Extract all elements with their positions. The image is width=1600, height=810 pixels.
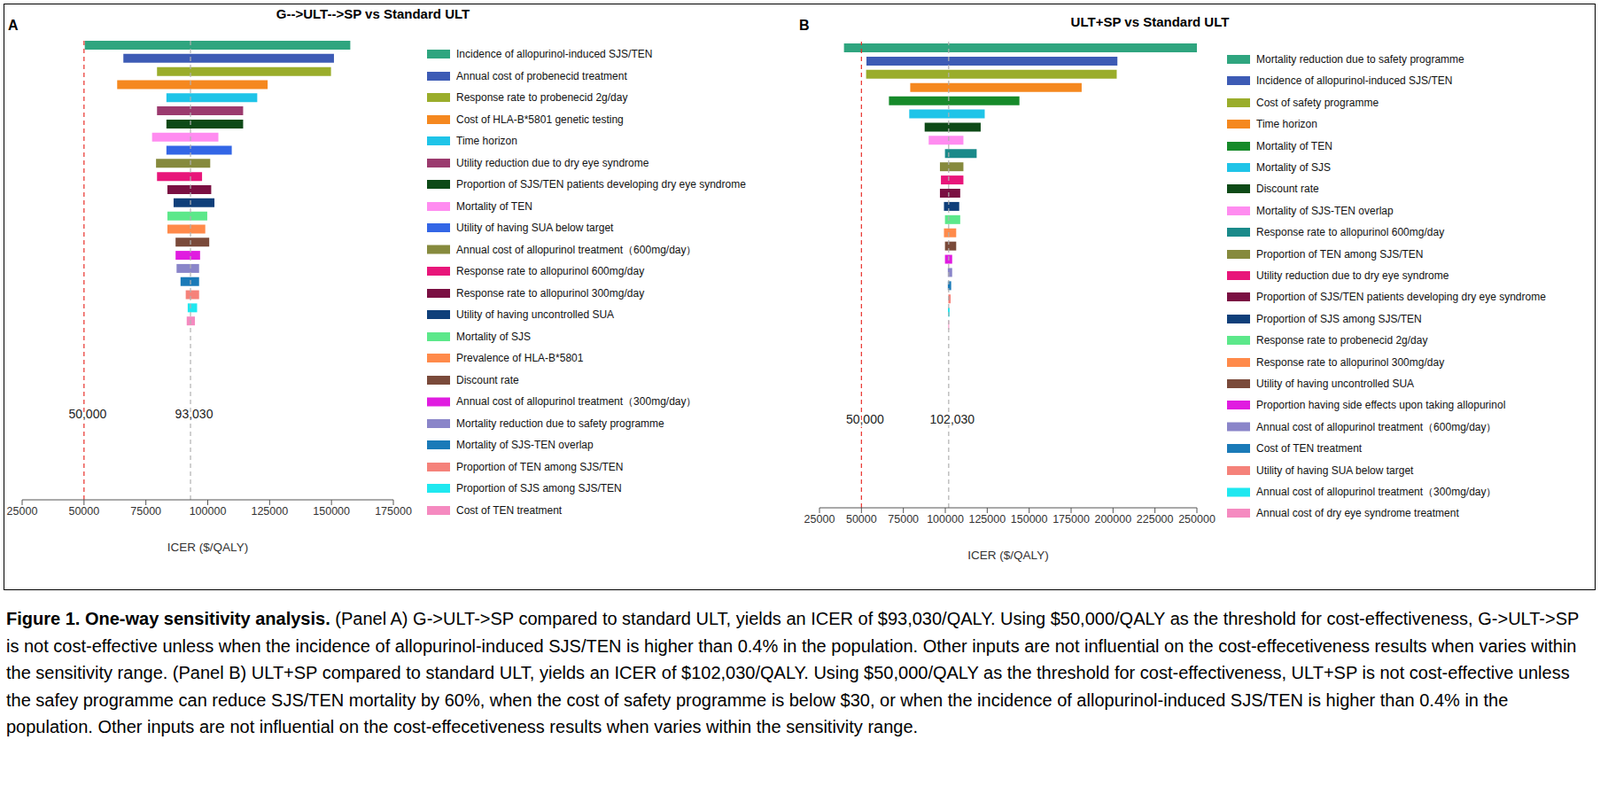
svg-text:100000: 100000 <box>926 512 964 526</box>
html-text:Annual cost of allopurinol tre: Annual cost of allopurinol treatment（300… <box>1256 485 1497 498</box>
html-text:Mortality of TEN: Mortality of TEN <box>456 199 533 213</box>
svg-text:ICER ($/QALY): ICER ($/QALY) <box>967 548 1049 562</box>
svg-text:150000: 150000 <box>312 504 350 518</box>
html-text:Cost of TEN treatment: Cost of TEN treatment <box>1256 442 1362 455</box>
svg-text:25000: 25000 <box>804 512 836 526</box>
html-text:Mortality reduction due to saf: Mortality reduction due to safety progra… <box>456 416 665 430</box>
svg-text:150000: 150000 <box>1010 512 1049 526</box>
html-text:Utility of having uncontrolled: Utility of having uncontrolled SUA <box>456 308 615 321</box>
html-text:Prevalence of HLA-B*5801: Prevalence of HLA-B*5801 <box>456 351 584 365</box>
html-text:Incidence of allopurinol-induc: Incidence of allopurinol-induced SJS/TEN <box>456 47 653 61</box>
svg-text:100000: 100000 <box>189 504 227 518</box>
html-text:Response rate to allopurinol 6: Response rate to allopurinol 600mg/day <box>456 264 645 278</box>
html-text:Annual cost of probenecid trea: Annual cost of probenecid treatment <box>456 69 628 82</box>
html-text:Cost of HLA-B*5801 genetic tes: Cost of HLA-B*5801 genetic testing <box>456 112 624 126</box>
html-text:Utility reduction due to dry e: Utility reduction due to dry eye syndrom… <box>1256 269 1449 282</box>
svg-text:50,000: 50,000 <box>846 411 885 427</box>
svg-text:200000: 200000 <box>1094 512 1132 526</box>
html-text:Response rate to probenecid 2g: Response rate to probenecid 2g/day <box>456 91 628 104</box>
html-text:Mortality of SJS-TEN overlap: Mortality of SJS-TEN overlap <box>456 438 594 451</box>
svg-text:175000: 175000 <box>374 504 412 518</box>
html-text:Proportion having side effects: Proportion having side effects upon taki… <box>1256 399 1506 412</box>
html-text:Proportion of TEN among SJS/TE: Proportion of TEN among SJS/TEN <box>456 460 624 473</box>
svg-text:175000: 175000 <box>1052 512 1090 526</box>
html-text:Incidence of allopurinol-induc: Incidence of allopurinol-induced SJS/TEN <box>1256 74 1453 88</box>
svg-text:75000: 75000 <box>887 512 919 526</box>
svg-text:125000: 125000 <box>968 512 1006 526</box>
html-text:Annual cost of allopurinol tre: Annual cost of allopurinol treatment（600… <box>1256 420 1497 433</box>
html-text:Mortality of SJS: Mortality of SJS <box>456 330 531 343</box>
svg-text:50000: 50000 <box>68 504 100 518</box>
html-text:Mortality of SJS: Mortality of SJS <box>1256 161 1331 174</box>
html-text:ULT+SP vs Standard ULT: ULT+SP vs Standard ULT <box>1070 13 1230 29</box>
html-text:A: A <box>7 17 19 33</box>
html-text:Response rate to allopurinol 6: Response rate to allopurinol 600mg/day <box>1256 226 1445 239</box>
html-text:Mortality of TEN: Mortality of TEN <box>1256 139 1333 153</box>
svg-text:50000: 50000 <box>846 512 878 526</box>
html-text:Proportion of SJS/TEN patients: Proportion of SJS/TEN patients developin… <box>456 178 746 191</box>
html-text:B: B <box>799 17 810 33</box>
html-text:Utility reduction due to dry e: Utility reduction due to dry eye syndrom… <box>456 156 649 169</box>
html-text:Time horizon: Time horizon <box>1256 118 1318 131</box>
html-text:Mortality reduction due to saf: Mortality reduction due to safety progra… <box>1256 53 1465 66</box>
html-text:Proportion of SJS among SJS/TE: Proportion of SJS among SJS/TEN <box>1256 312 1422 325</box>
svg-text:50,000: 50,000 <box>68 406 107 421</box>
html-text:G-->ULT-->SP vs Standard ULT: G-->ULT-->SP vs Standard ULT <box>276 5 470 21</box>
svg-text:93,030: 93,030 <box>175 406 214 421</box>
html-text:Annual cost of dry eye syndrom: Annual cost of dry eye syndrome treatmen… <box>1256 507 1459 520</box>
svg-text:250000: 250000 <box>1178 512 1216 526</box>
html-text:Cost of safety programme: Cost of safety programme <box>1256 96 1379 109</box>
html-text:Response rate to allopurinol 3: Response rate to allopurinol 300mg/day <box>1256 355 1445 369</box>
svg-text:125000: 125000 <box>250 504 288 518</box>
html-text:Utility of having uncontrolled: Utility of having uncontrolled SUA <box>1256 377 1415 390</box>
svg-text:102,030: 102,030 <box>930 411 976 427</box>
svg-text:ICER ($/QALY): ICER ($/QALY) <box>167 540 249 554</box>
svg-text:25000: 25000 <box>7 504 38 518</box>
html-text:Annual cost of allopurinol tre: Annual cost of allopurinol treatment（600… <box>456 242 697 256</box>
html-text:Cost of TEN treatment: Cost of TEN treatment <box>456 503 562 517</box>
html-text:Discount rate: Discount rate <box>1256 182 1319 196</box>
html-text:Proportion of SJS/TEN patients: Proportion of SJS/TEN patients developin… <box>1256 290 1546 304</box>
svg-text:225000: 225000 <box>1136 512 1174 526</box>
html-text:Figure 1. One-way sensitivity: Figure 1. One-way sensitivity analysis. … <box>6 608 1579 737</box>
html-text:Annual cost of allopurinol tre: Annual cost of allopurinol treatment（300… <box>456 394 697 408</box>
html-text:Proportion of TEN among SJS/TE: Proportion of TEN among SJS/TEN <box>1256 247 1424 261</box>
html-text:Discount rate: Discount rate <box>456 373 519 386</box>
html-text:Response rate to allopurinol 3: Response rate to allopurinol 300mg/day <box>456 286 645 300</box>
html-text:Response rate to probenecid 2g: Response rate to probenecid 2g/day <box>1256 334 1428 347</box>
html-text:Proportion of SJS among SJS/TE: Proportion of SJS among SJS/TEN <box>456 481 622 495</box>
html-text:Mortality of SJS-TEN overlap: Mortality of SJS-TEN overlap <box>1256 204 1394 217</box>
html-text:Time horizon: Time horizon <box>456 134 518 148</box>
html-text:Utility of having SUA below ta: Utility of having SUA below target <box>456 221 614 234</box>
html-text:Utility of having SUA below ta: Utility of having SUA below target <box>1256 463 1414 477</box>
svg-text:75000: 75000 <box>130 504 162 518</box>
